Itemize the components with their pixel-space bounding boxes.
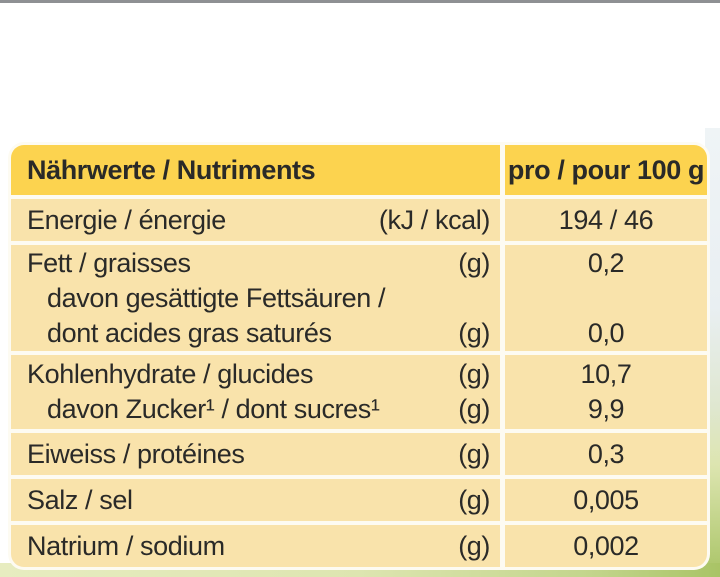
- nutrient-label: Kohlenhydrate / glucides: [27, 359, 314, 389]
- nutrient-value: 0,2: [587, 248, 625, 278]
- top-border-line: [0, 0, 720, 3]
- nutrient-unit: (g): [458, 439, 490, 469]
- nutrient-value: 10,7: [580, 359, 632, 389]
- nutrient-unit: (kJ / kcal): [378, 205, 491, 235]
- nutrition-table: Nährwerte / Nutriments pro / pour 100 g …: [8, 142, 710, 570]
- table-row-natrium: Natrium / sodium (g) 0,002: [11, 525, 707, 567]
- nutrient-unit: (g): [458, 394, 490, 424]
- nutrient-value: 0,0: [587, 318, 625, 348]
- nutrient-value: 9,9: [587, 394, 625, 424]
- nutrient-unit: (g): [458, 531, 490, 561]
- nutrient-value: 194 / 46: [558, 205, 654, 235]
- nutrient-label: Energie / énergie: [27, 205, 226, 235]
- nutrient-value: [505, 281, 707, 316]
- nutrient-label: Eiweiss / protéines: [27, 439, 245, 469]
- nutrient-sublabel: davon Zucker¹ / dont sucres¹: [47, 394, 380, 424]
- table-row-kohlenhydrate: Kohlenhydrate / glucides (g) davon Zucke…: [11, 355, 707, 429]
- table-row-fett: Fett / graisses (g) davon gesättigte Fet…: [11, 245, 707, 351]
- nutrient-label: Salz / sel: [27, 485, 133, 515]
- table-row-energie: Energie / énergie (kJ / kcal) 194 / 46: [11, 199, 707, 241]
- nutrient-unit: (g): [458, 359, 490, 389]
- nutrient-sublabel: dont acides gras saturés: [47, 318, 332, 348]
- nutrient-value: 0,002: [573, 531, 639, 561]
- nutrient-label: Fett / graisses: [27, 248, 191, 278]
- table-header-row: Nährwerte / Nutriments pro / pour 100 g: [11, 145, 707, 195]
- nutrient-value: 0,3: [587, 439, 625, 469]
- nutrient-sublabel: davon gesättigte Fettsäuren /: [47, 283, 386, 313]
- table-title: Nährwerte / Nutriments: [11, 145, 500, 195]
- nutrient-value: 0,005: [573, 485, 639, 515]
- nutrient-unit: (g): [458, 248, 490, 278]
- nutrient-label: Natrium / sodium: [27, 531, 225, 561]
- table-row-eiweiss: Eiweiss / protéines (g) 0,3: [11, 433, 707, 475]
- per-100g-label: pro / pour 100 g: [505, 145, 707, 195]
- table-row-salz: Salz / sel (g) 0,005: [11, 479, 707, 521]
- nutrient-unit: (g): [458, 485, 490, 515]
- nutrient-unit: (g): [458, 318, 490, 348]
